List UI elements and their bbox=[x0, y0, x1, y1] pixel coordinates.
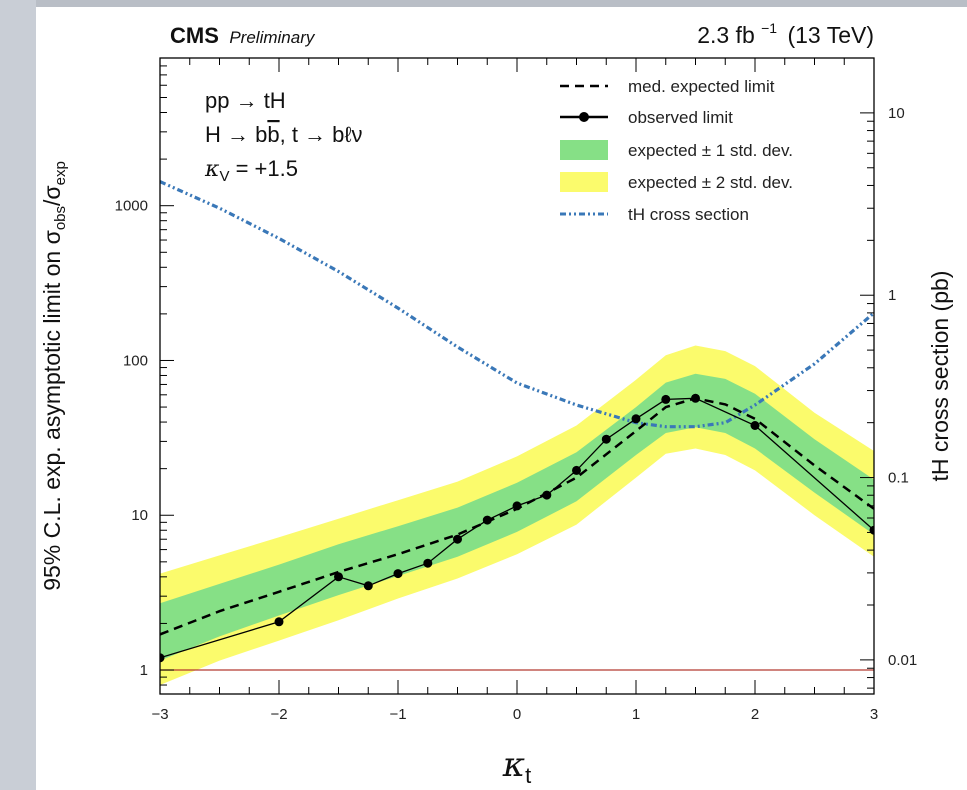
x-axis-symbol: κ bbox=[502, 745, 525, 785]
legend-median-label: med. expected limit bbox=[628, 77, 775, 96]
process-line-1: pp → tH bbox=[205, 88, 286, 113]
observed-point bbox=[691, 393, 700, 403]
lines-layer bbox=[160, 180, 874, 671]
observed-point bbox=[482, 515, 492, 525]
experiment-name: CMS bbox=[170, 23, 219, 48]
band-1-sigma bbox=[160, 373, 874, 661]
y-tick-label: 10 bbox=[131, 507, 148, 524]
ticks-layer bbox=[159, 57, 875, 695]
observed-point bbox=[160, 653, 165, 663]
left-margin-strip bbox=[0, 0, 36, 790]
luminosity-value: 2.3 fb bbox=[697, 22, 755, 48]
x-tick-label: 0 bbox=[513, 706, 521, 723]
observed-point bbox=[572, 465, 581, 475]
y2-tick-label: 1 bbox=[888, 287, 896, 304]
x-tick-label: −3 bbox=[151, 706, 168, 723]
x-tick-label: 1 bbox=[632, 706, 640, 723]
y-axis-title-sub2: exp bbox=[52, 161, 69, 185]
y-tick-label: 1000 bbox=[115, 198, 148, 215]
x-tick-label: 2 bbox=[751, 706, 759, 723]
luminosity-exponent: −1 bbox=[761, 20, 777, 36]
y2-axis-title: tH cross section (pb) bbox=[927, 271, 953, 482]
status-label: Preliminary bbox=[229, 28, 316, 47]
x-axis-subscript: t bbox=[525, 763, 531, 788]
legend: med. expected limit observed limit expec… bbox=[560, 77, 793, 224]
y-tick-label: 100 bbox=[123, 352, 148, 369]
legend-band1-swatch bbox=[560, 140, 608, 160]
process-line-2b: b bbox=[267, 122, 279, 147]
x-tick-label: −1 bbox=[389, 706, 406, 723]
y-axis-title-slash: /σ bbox=[39, 185, 65, 206]
kappa-v-symbol: κ bbox=[204, 157, 220, 182]
legend-observed-label: observed limit bbox=[628, 108, 733, 127]
energy-label: (13 TeV) bbox=[787, 22, 874, 48]
observed-point bbox=[423, 558, 433, 568]
x-tick-label: 3 bbox=[870, 706, 878, 723]
observed-point bbox=[274, 617, 284, 627]
process-line-2c: , t → bℓν bbox=[280, 122, 363, 147]
legend-observed-marker bbox=[579, 112, 589, 122]
y-axis-title: 95% C.L. exp. asymptotic limit on σobs/σ… bbox=[39, 161, 69, 591]
process-line-2: H → bb, t → bℓν bbox=[205, 122, 363, 147]
observed-points bbox=[160, 393, 874, 663]
y-axis-title-main: 95% C.L. exp. asymptotic limit on σ bbox=[39, 230, 65, 591]
observed-point bbox=[393, 569, 403, 579]
kappa-v-subscript: V bbox=[219, 168, 229, 185]
y-axis-title-sub1: obs bbox=[52, 206, 69, 230]
observed-point bbox=[601, 434, 611, 444]
observed-point bbox=[334, 572, 343, 582]
observed-point bbox=[631, 414, 641, 424]
observed-point bbox=[661, 394, 671, 404]
observed-point bbox=[453, 534, 462, 544]
legend-xsec-label: tH cross section bbox=[628, 205, 749, 224]
observed-point bbox=[512, 501, 522, 511]
bands-layer bbox=[160, 345, 874, 685]
cross-section-line bbox=[160, 180, 874, 429]
y2-tick-label: 10 bbox=[888, 105, 905, 122]
y2-tick-label: 0.1 bbox=[888, 470, 909, 487]
x-tick-label: −2 bbox=[270, 706, 287, 723]
y-tick-label: 1 bbox=[140, 662, 148, 679]
legend-band2-swatch bbox=[560, 172, 608, 192]
y2-tick-label: 0.01 bbox=[888, 652, 917, 669]
legend-band1-label: expected ± 1 std. dev. bbox=[628, 141, 793, 160]
process-line-3: κV = +1.5 bbox=[204, 156, 298, 185]
top-margin-strip bbox=[36, 0, 967, 7]
luminosity-label: 2.3 fb −1 (13 TeV) bbox=[697, 12, 874, 48]
tick-labels-layer: −3 −2 −1 0 1 2 3 1 10 100 1000 0.01 0.1 1 10 bbox=[115, 105, 918, 723]
legend-band2-label: expected ± 2 std. dev. bbox=[628, 173, 793, 192]
header-title: CMS Preliminary bbox=[170, 23, 316, 48]
x-axis-title: κt bbox=[502, 745, 531, 788]
process-line-2a: H → b bbox=[205, 122, 267, 147]
observed-point bbox=[750, 421, 760, 430]
observed-point bbox=[363, 581, 373, 591]
kappa-v-value: = +1.5 bbox=[229, 156, 298, 181]
observed-point bbox=[542, 490, 552, 500]
process-label: pp → tH H → bb, t → bℓν κV = +1.5 bbox=[204, 88, 363, 185]
